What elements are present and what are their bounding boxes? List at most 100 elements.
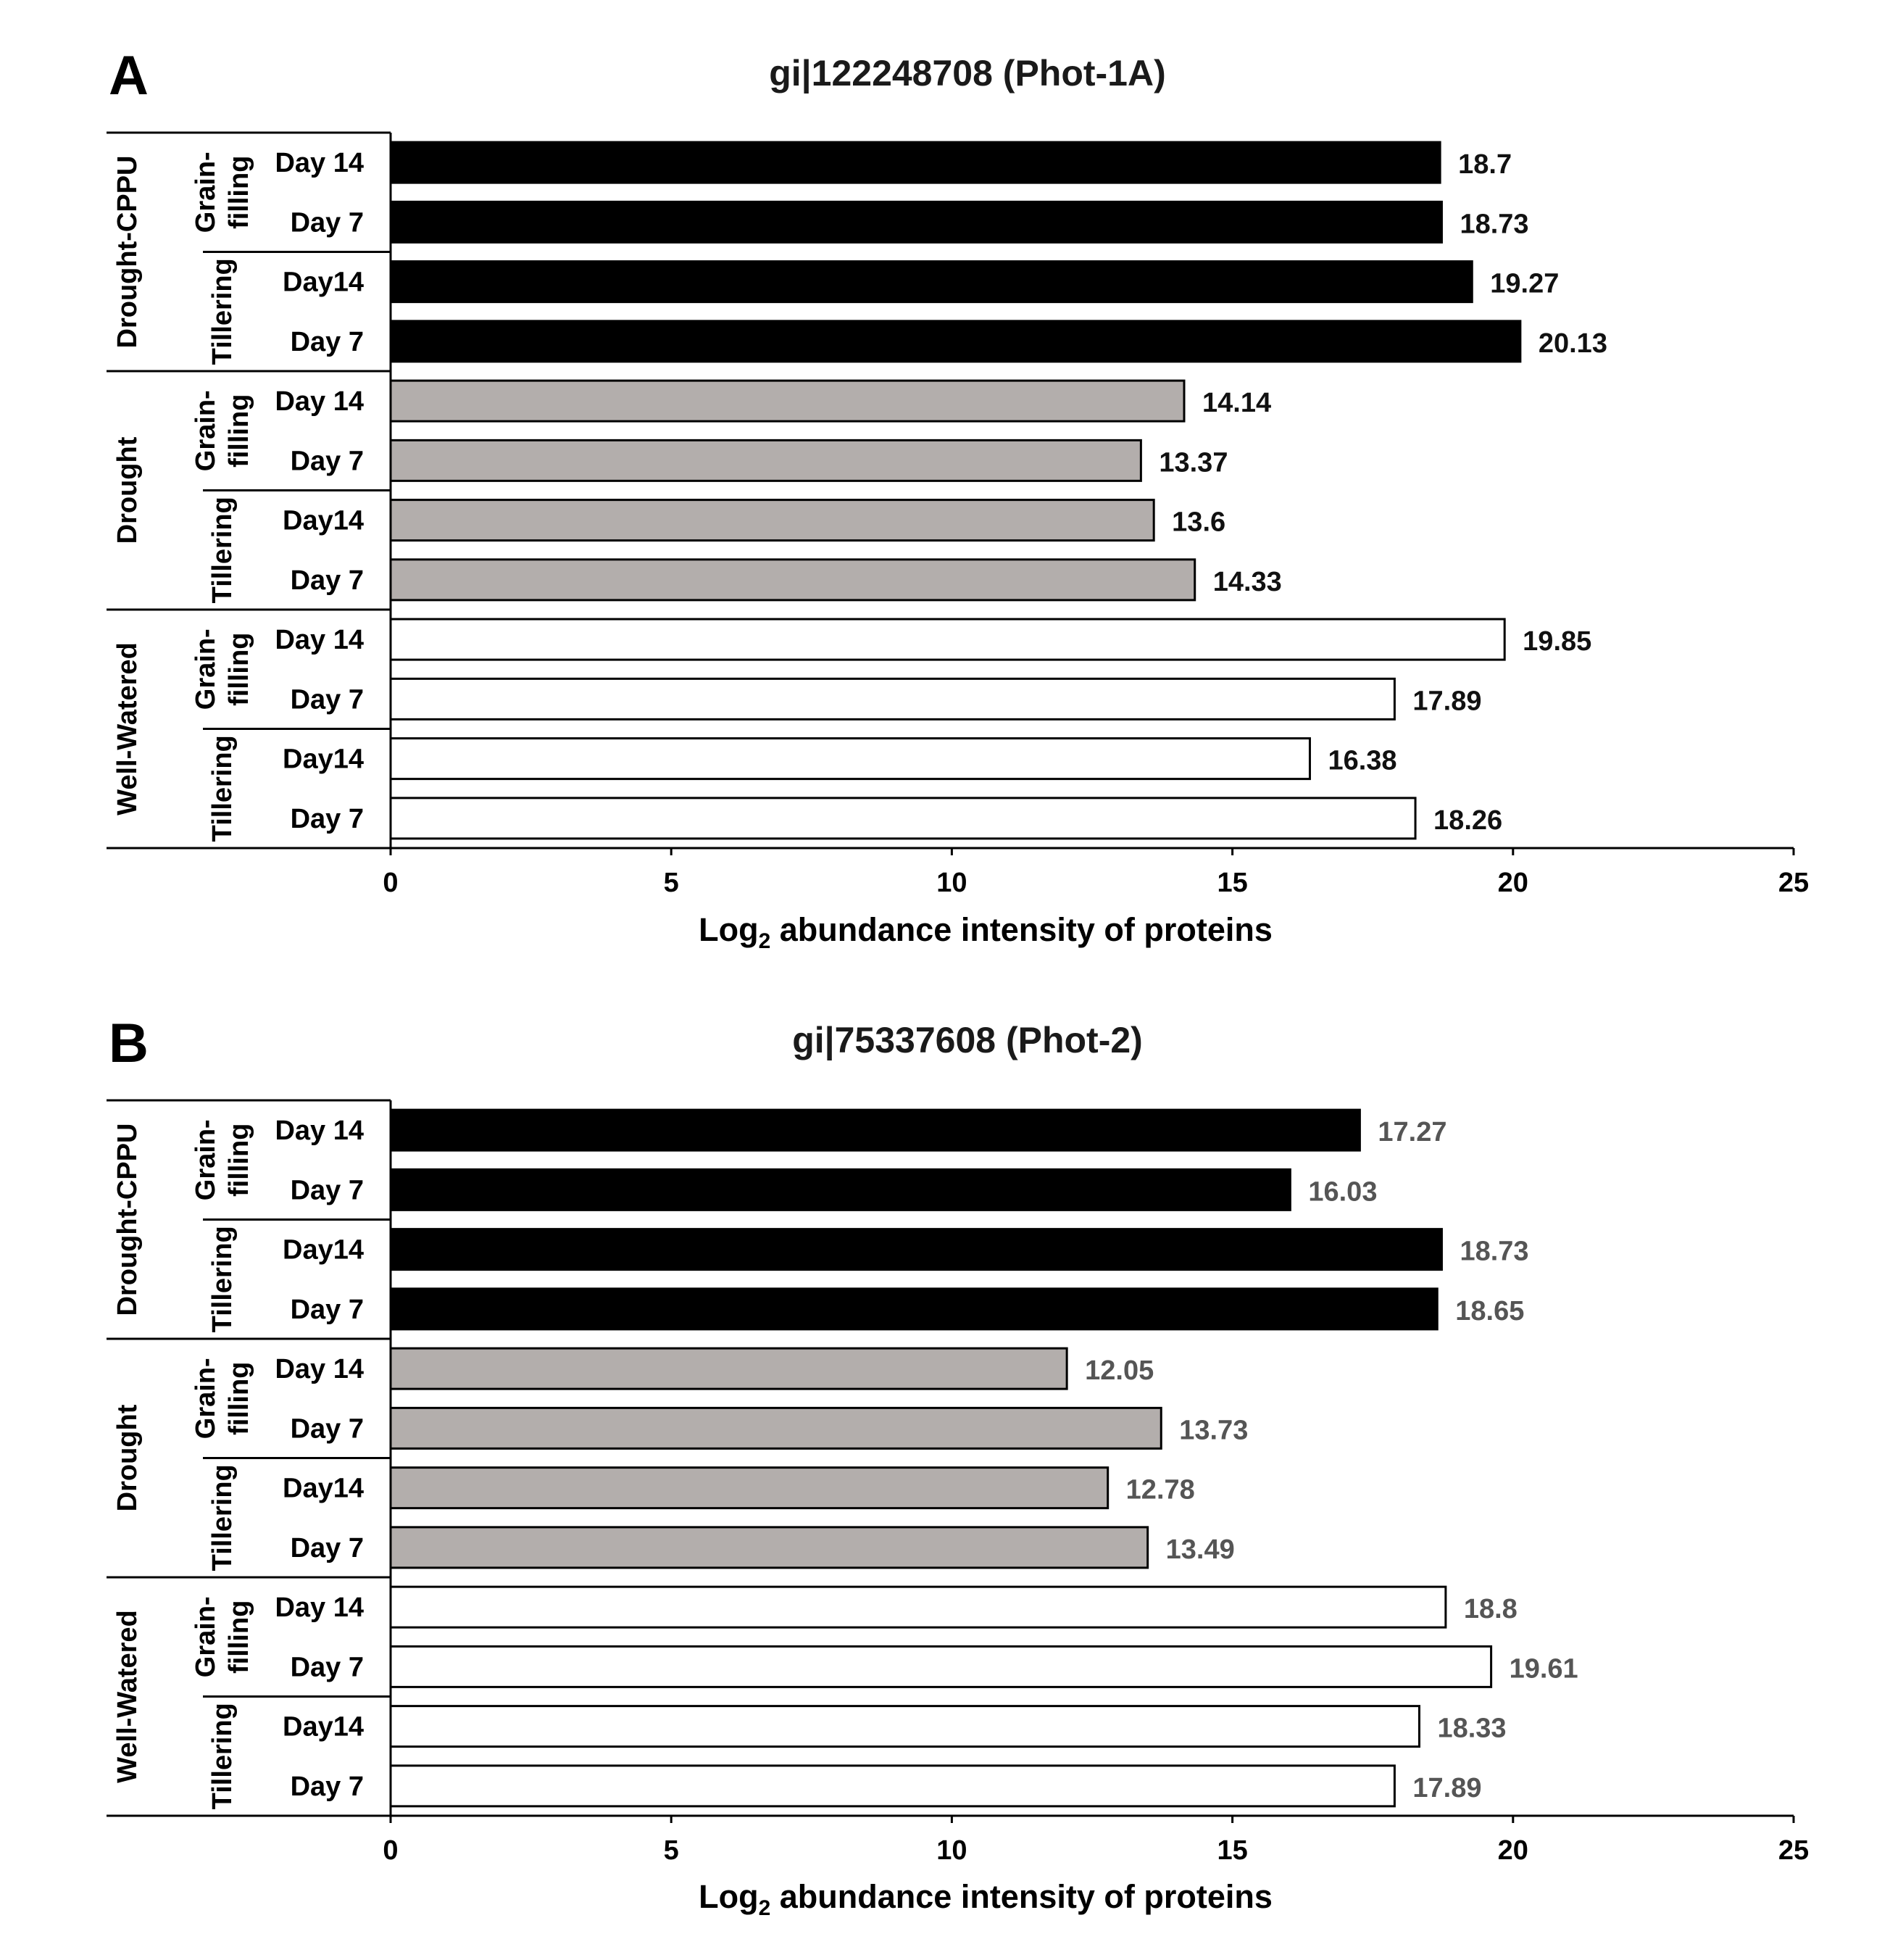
panel-b-group-drought-name: Drought xyxy=(112,1404,143,1511)
panel-a-group-drought-cppu-sub0-bar-0-label: Day 14 xyxy=(275,148,364,178)
panel-b-group-well-watered-sub0-bar-0 xyxy=(389,1585,1447,1629)
panel-a-x-tick-label-5: 25 xyxy=(1778,868,1809,898)
panel-b-group-drought-cppu-sub0-bar-1 xyxy=(389,1168,1291,1211)
panel-b-group-drought-cppu-sub1-bar-0 xyxy=(389,1228,1443,1271)
panel-b-x-tick-label-5: 25 xyxy=(1778,1835,1809,1866)
panel-a-group-drought-cppu-name: Drought-CPPU xyxy=(112,156,143,349)
panel-a-group-drought-sub1-bar-1-value-label: 14.33 xyxy=(1213,567,1282,597)
panel-b-group-drought-cppu-sub0-bar-1-label: Day 7 xyxy=(291,1175,364,1205)
panel-a-group-well-watered-sub1-bar-0-value-label: 16.38 xyxy=(1328,746,1396,776)
panel-b-x-tick-label-2: 10 xyxy=(936,1835,967,1866)
panel-a-group-drought-cppu-sub1-name-0: Tillering xyxy=(207,258,238,365)
panel-b-group-drought-sub0-bar-1-value-label: 13.73 xyxy=(1179,1415,1248,1445)
panel-a-group-well-watered-sub0-bar-1-value-label: 17.89 xyxy=(1412,686,1481,716)
panel-a-group-drought-sub0-bar-0 xyxy=(389,379,1186,423)
panel-b-group-well-watered-sub0-bar-0-label: Day 14 xyxy=(275,1592,364,1623)
panel-a-group-drought-sub1-bar-0 xyxy=(389,499,1155,542)
panel-a-group-drought-cppu-sub0-name-0: Grain- xyxy=(191,151,221,233)
panel-a-group-well-watered-sub1-bar-1-label: Day 7 xyxy=(291,804,364,834)
panel-b-group-well-watered-sub1-bar-1-label: Day 7 xyxy=(291,1772,364,1802)
panel-a-group-well-watered-sub0-name-0: Grain- xyxy=(191,628,221,710)
panel-b-group-drought-sub1-name-0: Tillering xyxy=(207,1464,238,1571)
panel-a-group-drought-cppu-sub0-bar-1-value-label: 18.73 xyxy=(1460,209,1528,239)
panel-b-group-drought-sub1-bar-1-value-label: 13.49 xyxy=(1166,1535,1235,1565)
panel-a-title: gi|122248708 (Phot-1A) xyxy=(769,53,1166,94)
panel-b-group-drought-cppu-sub1-bar-1-value-label: 18.65 xyxy=(1455,1296,1524,1326)
panel-a-group-well-watered-sub1-bar-0-label: Day14 xyxy=(283,744,364,775)
panel-a-group-drought-sub0-bar-0-label: Day 14 xyxy=(275,386,364,417)
panel-a-group-drought-sub0-bar-0-value-label: 14.14 xyxy=(1202,388,1271,418)
panel-b-group-drought-cppu-sub0-bar-1-value-label: 16.03 xyxy=(1308,1176,1377,1207)
panel-a-group-well-watered-sub0-bar-0-label: Day 14 xyxy=(275,625,364,655)
panel-b-group-drought-cppu-sub0-name-0: Grain- xyxy=(191,1119,221,1200)
panel-a-group-well-watered-sub0-bar-0-value-label: 19.85 xyxy=(1523,626,1591,657)
panel-a-group-well-watered-sub0-bar-1 xyxy=(389,677,1396,721)
panel-a-x-tick-label-1: 5 xyxy=(664,868,679,898)
panel-b-group-drought-cppu-sub1-bar-0-label: Day14 xyxy=(283,1235,364,1266)
panel-a-x-tick-label-2: 10 xyxy=(936,868,967,898)
panel-b-group-well-watered-sub0-bar-1-label: Day 7 xyxy=(291,1652,364,1682)
panel-a-group-well-watered-sub0-name-1: filling xyxy=(224,633,254,706)
panel-b-group-drought-cppu-sub1-bar-0-value-label: 18.73 xyxy=(1460,1237,1528,1267)
panel-a-group-drought-cppu-sub0-bar-0-value-label: 18.7 xyxy=(1458,149,1512,180)
panel-b-group-drought-sub0-name-0: Grain- xyxy=(191,1358,221,1439)
panel-b-group-well-watered-sub1-bar-0-label: Day14 xyxy=(283,1712,364,1743)
panel-b-x-tick-label-4: 20 xyxy=(1498,1835,1528,1866)
panel-a-letter: A xyxy=(109,45,149,107)
panel-b-group-drought-sub0-bar-0-value-label: 12.05 xyxy=(1085,1355,1154,1386)
panel-a-group-drought-sub0-name-0: Grain- xyxy=(191,390,221,471)
panel-b-title: gi|75337608 (Phot-2) xyxy=(792,1020,1143,1061)
panel-b-letter: B xyxy=(109,1013,149,1074)
panel-a-group-drought-cppu-sub1-bar-1-label: Day 7 xyxy=(291,327,364,357)
panel-a-x-axis-label: Log2 abundance intensity of proteins xyxy=(699,911,1273,953)
panel-b-group-well-watered-sub0-bar-0-value-label: 18.8 xyxy=(1464,1594,1518,1624)
panel-a-group-well-watered-sub1-bar-0 xyxy=(389,737,1311,781)
panel-a-group-drought-cppu-sub1-bar-0 xyxy=(389,260,1473,304)
panel-b-group-drought-cppu-sub0-name-1: filling xyxy=(224,1124,254,1197)
panel-b-x-tick-label-1: 5 xyxy=(664,1835,679,1866)
panel-b-group-well-watered-sub0-name-1: filling xyxy=(224,1600,254,1674)
panel-b-group-drought-cppu-name: Drought-CPPU xyxy=(112,1124,143,1316)
panel-a-x-tick-label-4: 20 xyxy=(1498,868,1528,898)
panel-a-group-well-watered-name: Well-Watered xyxy=(112,642,143,815)
panel-b-group-well-watered-sub0-bar-1-value-label: 19.61 xyxy=(1510,1653,1578,1684)
panel-a-group-drought-cppu-sub1-bar-1 xyxy=(389,320,1522,363)
panel-a-group-drought-sub1-bar-0-label: Day14 xyxy=(283,506,364,536)
panel-a-x-tick-label-0: 0 xyxy=(383,868,398,898)
panel-b-group-well-watered-sub1-bar-1-value-label: 17.89 xyxy=(1412,1773,1481,1803)
panel-a-group-well-watered-sub1-bar-1 xyxy=(389,797,1417,840)
panel-b-group-well-watered-sub0-bar-1 xyxy=(389,1645,1493,1688)
panel-a-group-drought-sub1-bar-1 xyxy=(389,558,1196,602)
panel-a-group-well-watered-sub0-bar-0 xyxy=(389,618,1506,661)
panel-b-group-drought-cppu-sub0-bar-0 xyxy=(389,1108,1361,1152)
panel-b-group-well-watered-sub1-name-0: Tillering xyxy=(207,1703,238,1809)
panel-a-group-drought-cppu-sub0-bar-1-label: Day 7 xyxy=(291,207,364,238)
panel-b-x-axis-label: Log2 abundance intensity of proteins xyxy=(699,1878,1273,1920)
panel-a-group-drought-cppu-sub0-name-1: filling xyxy=(224,156,254,229)
panel-a-group-drought-sub1-bar-0-value-label: 13.6 xyxy=(1172,507,1225,538)
panel-b-group-drought-sub0-bar-0-label: Day 14 xyxy=(275,1354,364,1384)
panel-a-group-well-watered-sub1-name-0: Tillering xyxy=(207,735,238,842)
panel-b-group-drought-cppu-sub1-bar-1-label: Day 7 xyxy=(291,1295,364,1325)
panel-a-group-drought-name: Drought xyxy=(112,436,143,544)
panel-b-group-drought-cppu-sub0-bar-0-label: Day 14 xyxy=(275,1116,364,1146)
panel-b-group-drought-cppu-sub0-bar-0-value-label: 17.27 xyxy=(1378,1117,1446,1147)
panel-a-x-tick-label-3: 15 xyxy=(1217,868,1247,898)
panel-b-x-tick-label-0: 0 xyxy=(383,1835,398,1866)
panel-b-group-drought-sub1-bar-0 xyxy=(389,1466,1110,1510)
panel-b-group-drought-cppu-sub1-name-0: Tillering xyxy=(207,1226,238,1332)
panel-b-group-drought-sub0-bar-0 xyxy=(389,1347,1068,1390)
panel-a-group-well-watered-sub1-bar-1-value-label: 18.26 xyxy=(1433,805,1502,836)
panel-a-group-drought-cppu-sub0-bar-0 xyxy=(389,141,1441,184)
panel-a-group-drought-cppu-sub0-bar-1 xyxy=(389,200,1443,244)
panel-b-group-drought-sub1-bar-1-label: Day 7 xyxy=(291,1533,364,1564)
panel-a-group-drought-sub0-name-1: filling xyxy=(224,394,254,468)
panel-b-group-well-watered-name: Well-Watered xyxy=(112,1610,143,1783)
panel-b-group-well-watered-sub1-bar-0 xyxy=(389,1705,1420,1748)
panel-a-group-well-watered-sub0-bar-1-label: Day 7 xyxy=(291,684,364,715)
panel-a-group-drought-sub1-name-0: Tillering xyxy=(207,497,238,603)
panel-b-group-drought-sub0-name-1: filling xyxy=(224,1362,254,1435)
panel-a-group-drought-sub0-bar-1-label: Day 7 xyxy=(291,446,364,476)
